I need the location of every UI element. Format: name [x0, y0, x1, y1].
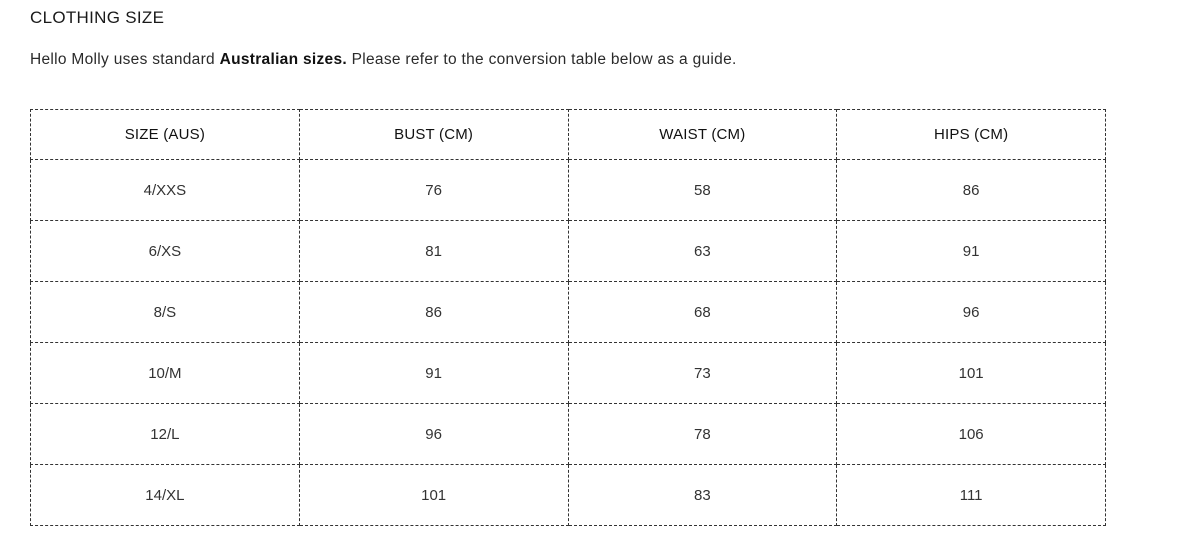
hips-cell: 86	[836, 159, 1106, 221]
table-row: 10/M 91 73 101	[30, 342, 1106, 404]
size-cell: 12/L	[30, 403, 300, 465]
bust-cell: 91	[298, 342, 569, 404]
column-header-hips: HIPS (CM)	[836, 109, 1106, 160]
table-header-row: SIZE (AUS) BUST (CM) WAIST (CM) HIPS (CM…	[30, 109, 1106, 160]
waist-cell: 73	[567, 342, 838, 404]
size-conversion-table: SIZE (AUS) BUST (CM) WAIST (CM) HIPS (CM…	[30, 109, 1106, 526]
waist-cell: 83	[567, 464, 838, 526]
hips-cell: 111	[836, 464, 1106, 526]
size-cell: 10/M	[30, 342, 300, 404]
hips-cell: 96	[836, 281, 1106, 343]
waist-cell: 78	[567, 403, 838, 465]
table-row: 4/XXS 76 58 86	[30, 159, 1106, 221]
table-row: 14/XL 101 83 111	[30, 464, 1106, 526]
bust-cell: 96	[298, 403, 569, 465]
size-cell: 6/XS	[30, 220, 300, 282]
bust-cell: 76	[298, 159, 569, 221]
intro-text-bold: Australian sizes.	[219, 51, 348, 68]
bust-cell: 81	[298, 220, 569, 282]
waist-cell: 58	[567, 159, 838, 221]
page-title: CLOTHING SIZE	[30, 8, 165, 27]
hips-cell: 106	[836, 403, 1106, 465]
bust-cell: 86	[298, 281, 569, 343]
hips-cell: 91	[836, 220, 1106, 282]
column-header-waist: WAIST (CM)	[567, 109, 838, 160]
size-cell: 8/S	[30, 281, 300, 343]
waist-cell: 68	[567, 281, 838, 343]
table-row: 12/L 96 78 106	[30, 403, 1106, 465]
bust-cell: 101	[298, 464, 569, 526]
hips-cell: 101	[836, 342, 1106, 404]
waist-cell: 63	[567, 220, 838, 282]
table-row: 6/XS 81 63 91	[30, 220, 1106, 282]
intro-text-start: Hello Molly uses standard	[30, 51, 220, 68]
column-header-size: SIZE (AUS)	[30, 109, 300, 160]
column-header-bust: BUST (CM)	[298, 109, 569, 160]
size-cell: 14/XL	[30, 464, 300, 526]
table-row: 8/S 86 68 96	[30, 281, 1106, 343]
size-cell: 4/XXS	[30, 159, 300, 221]
intro-text-end: Please refer to the conversion table bel…	[347, 51, 737, 68]
intro-text: Hello Molly uses standard Australian siz…	[30, 51, 737, 69]
